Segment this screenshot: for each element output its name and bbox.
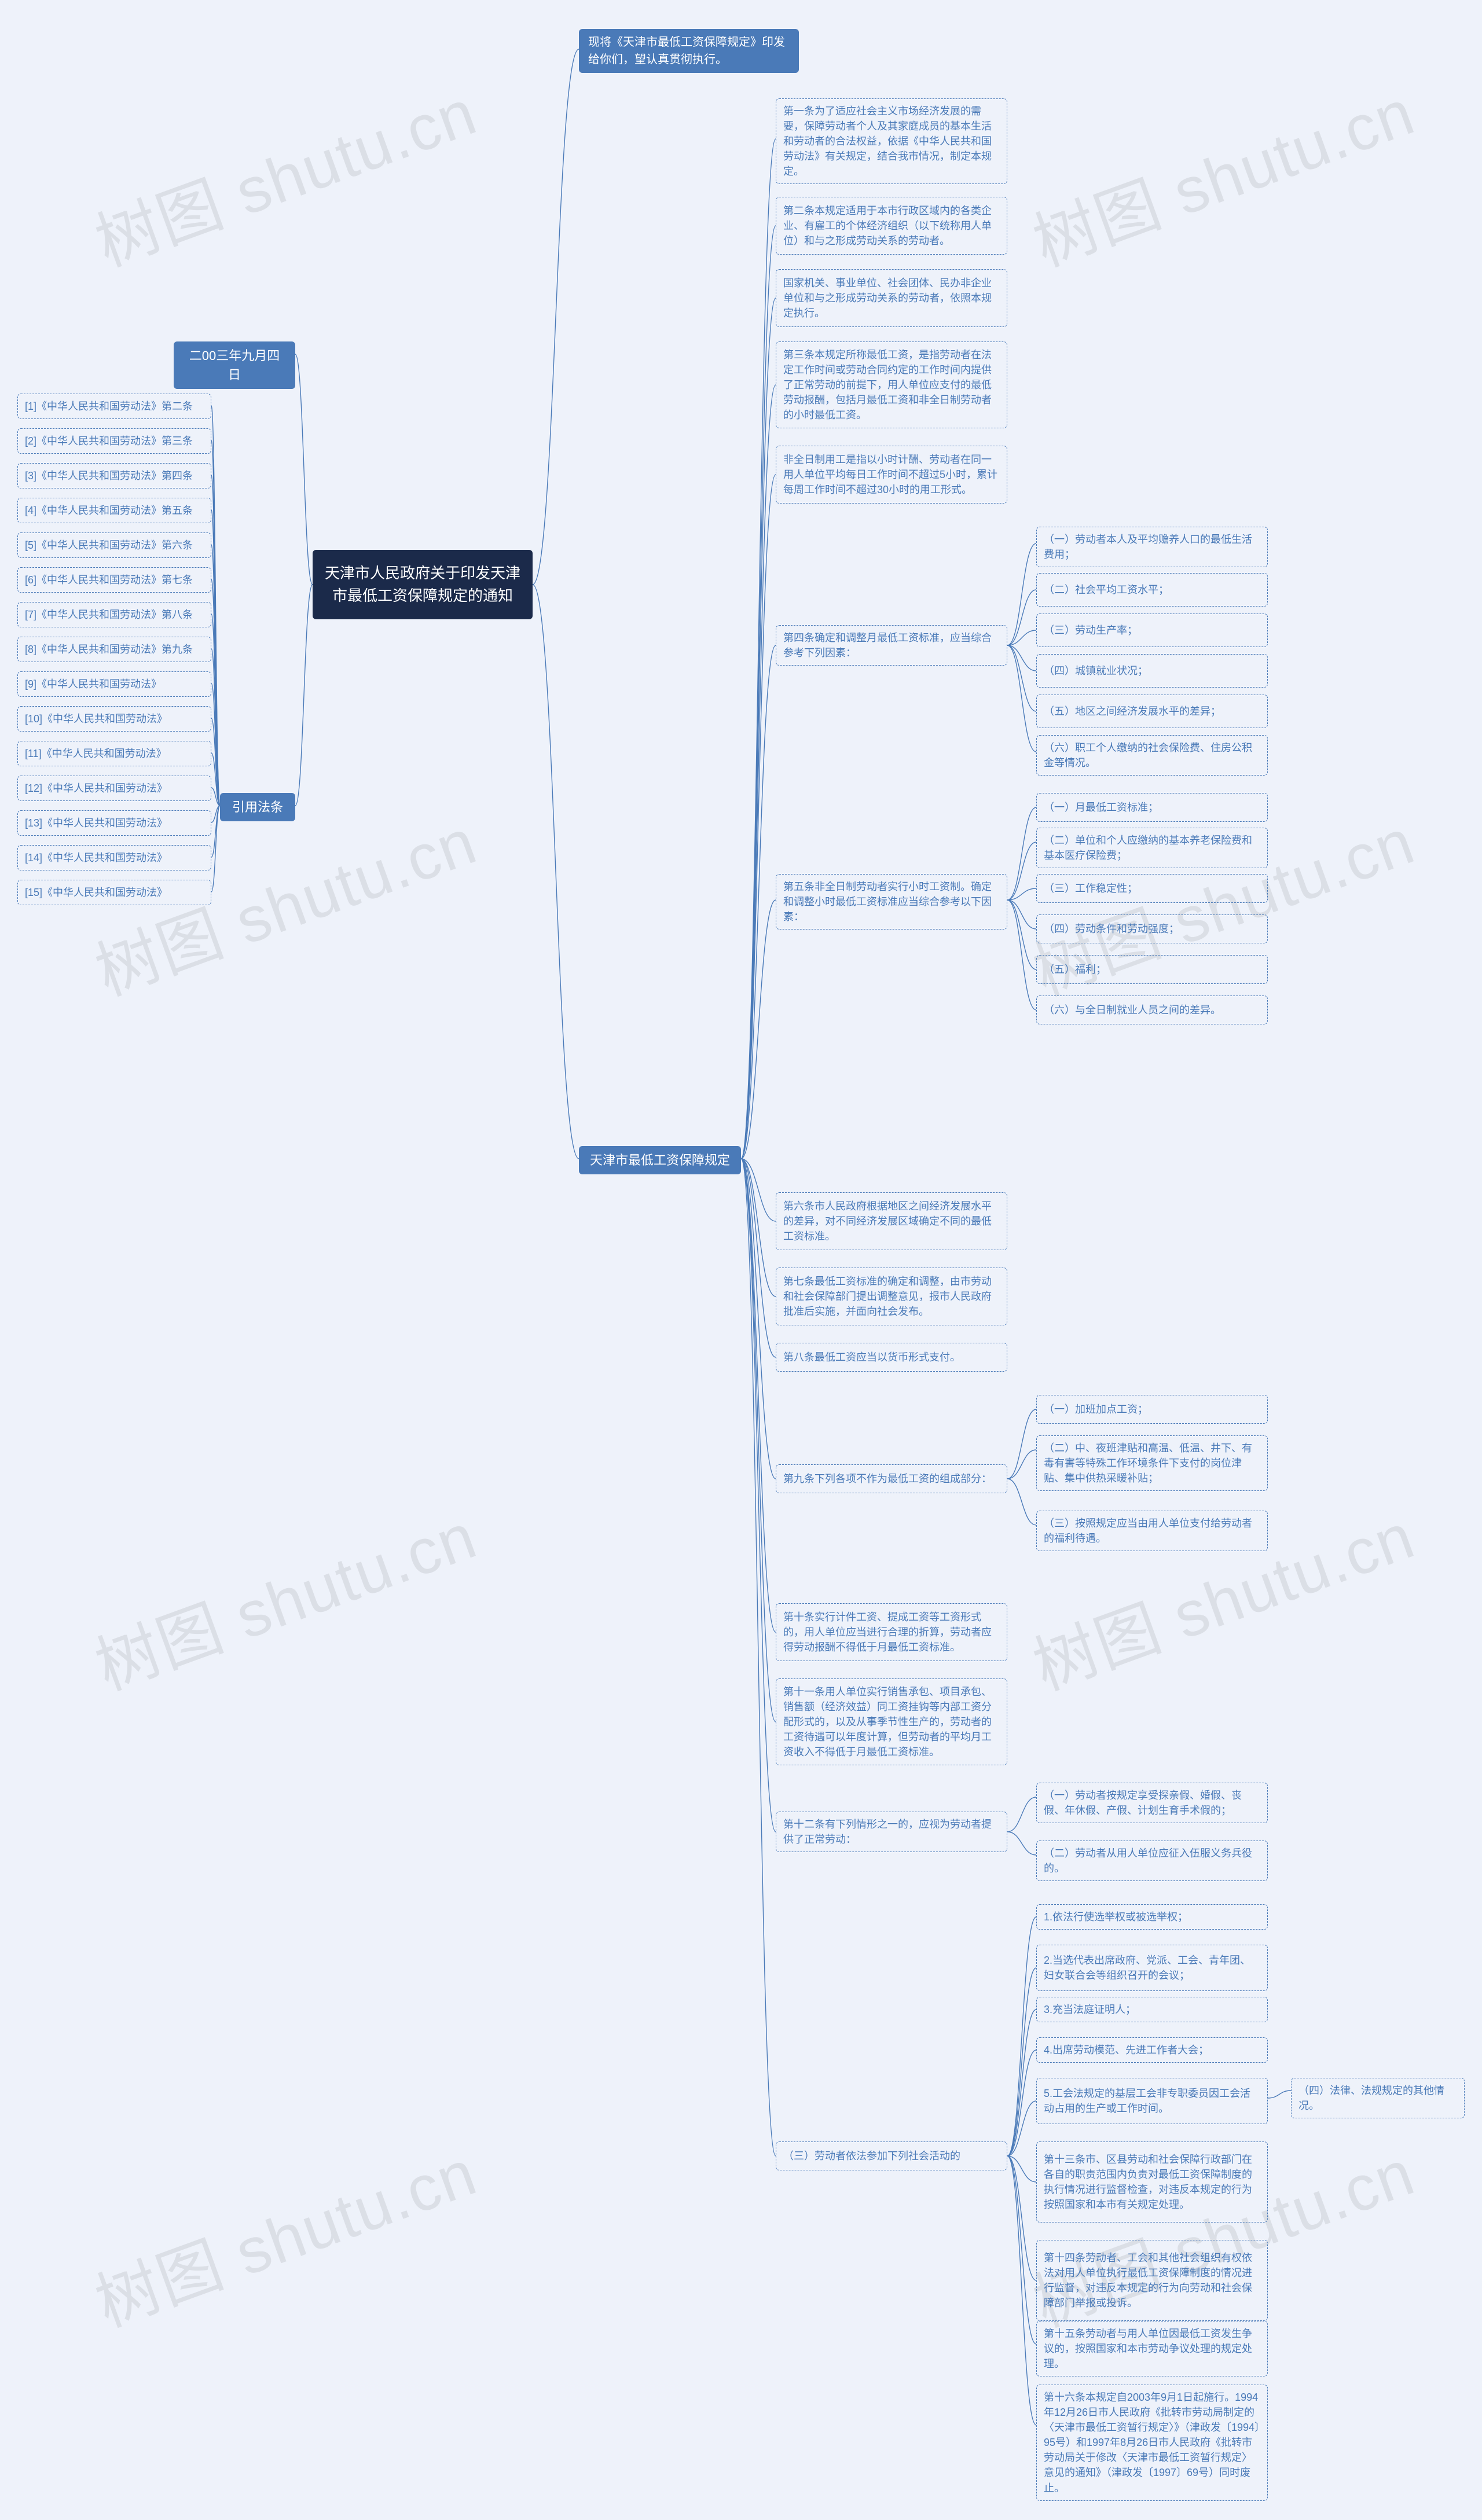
cite-leaf-6[interactable]: [7]《中华人民共和国劳动法》第八条 bbox=[17, 602, 211, 627]
a12-3-item-5[interactable]: 第十三条市、区县劳动和社会保障行政部门在各自的职责范围内负责对最低工资保障制度的… bbox=[1036, 2141, 1268, 2223]
watermark: 树图 shutu.cn bbox=[81, 61, 487, 284]
intro-node[interactable]: 现将《天津市最低工资保障规定》印发给你们，望认真贯彻执行。 bbox=[579, 29, 799, 73]
a12-3-item-8[interactable]: 第十六条本规定自2003年9月1日起施行。1994年12月26日市人民政府《批转… bbox=[1036, 2385, 1268, 2501]
a5-item-4[interactable]: （五）福利； bbox=[1036, 955, 1268, 984]
article-a5[interactable]: 第五条非全日制劳动者实行小时工资制。确定和调整小时最低工资标准应当综合参考以下因… bbox=[776, 874, 1007, 930]
a12-3-item-1[interactable]: 2.当选代表出席政府、党派、工会、青年团、妇女联合会等组织召开的会议； bbox=[1036, 1945, 1268, 1991]
a12-3-item-3[interactable]: 4.出席劳动模范、先进工作者大会； bbox=[1036, 2037, 1268, 2063]
a12-3-item-4[interactable]: 5.工会法规定的基层工会非专职委员因工会活动占用的生产或工作时间。 bbox=[1036, 2078, 1268, 2124]
cite-leaf-10[interactable]: [11]《中华人民共和国劳动法》 bbox=[17, 741, 211, 766]
article-a7[interactable]: 第七条最低工资标准的确定和调整，由市劳动和社会保障部门提出调整意见，报市人民政府… bbox=[776, 1268, 1007, 1325]
article-a12-3[interactable]: （三）劳动者依法参加下列社会活动的 bbox=[776, 2141, 1007, 2170]
a5-item-2[interactable]: （三）工作稳定性； bbox=[1036, 874, 1268, 903]
a5-item-5[interactable]: （六）与全日制就业人员之间的差异。 bbox=[1036, 995, 1268, 1024]
main-regulation-branch[interactable]: 天津市最低工资保障规定 bbox=[579, 1146, 741, 1174]
branch-date[interactable]: 二00三年九月四日 bbox=[174, 341, 295, 389]
article-a11[interactable]: 第十一条用人单位实行销售承包、项目承包、销售额（经济效益）同工资挂钩等内部工资分… bbox=[776, 1678, 1007, 1765]
a12-3-item-0[interactable]: 1.依法行使选举权或被选举权； bbox=[1036, 1904, 1268, 1930]
article-a2[interactable]: 第二条本规定适用于本市行政区域内的各类企业、有雇工的个体经济组织（以下统称用人单… bbox=[776, 197, 1007, 255]
article-a3[interactable]: 第三条本规定所称最低工资，是指劳动者在法定工作时间或劳动合同约定的工作时间内提供… bbox=[776, 341, 1007, 428]
a4-item-4[interactable]: （五）地区之间经济发展水平的差异； bbox=[1036, 695, 1268, 728]
a12-item-1[interactable]: （二）劳动者从用人单位应征入伍服义务兵役的。 bbox=[1036, 1841, 1268, 1881]
article-a3b[interactable]: 非全日制用工是指以小时计酬、劳动者在同一用人单位平均每日工作时间不超过5小时，累… bbox=[776, 446, 1007, 504]
mindmap-canvas: 树图 shutu.cn 树图 shutu.cn 树图 shutu.cn 树图 shut… bbox=[0, 0, 1482, 2520]
a4-item-1[interactable]: （二）社会平均工资水平； bbox=[1036, 573, 1268, 607]
cite-leaf-1[interactable]: [2]《中华人民共和国劳动法》第三条 bbox=[17, 428, 211, 454]
a4-item-0[interactable]: （一）劳动者本人及平均赡养人口的最低生活费用； bbox=[1036, 527, 1268, 567]
article-a6[interactable]: 第六条市人民政府根据地区之间经济发展水平的差异，对不同经济发展区域确定不同的最低… bbox=[776, 1192, 1007, 1250]
article-a10[interactable]: 第十条实行计件工资、提成工资等工资形式的，用人单位应当进行合理的折算，劳动者应得… bbox=[776, 1603, 1007, 1661]
cite-leaf-3[interactable]: [4]《中华人民共和国劳动法》第五条 bbox=[17, 498, 211, 523]
a5-item-1[interactable]: （二）单位和个人应缴纳的基本养老保险费和基本医疗保险费； bbox=[1036, 828, 1268, 868]
a12-item-0[interactable]: （一）劳动者按规定享受探亲假、婚假、丧假、年休假、产假、计划生育手术假的； bbox=[1036, 1783, 1268, 1823]
root-node[interactable]: 天津市人民政府关于印发天津市最低工资保障规定的通知 bbox=[313, 550, 533, 619]
article-a8[interactable]: 第八条最低工资应当以货币形式支付。 bbox=[776, 1343, 1007, 1372]
a5-item-0[interactable]: （一）月最低工资标准； bbox=[1036, 793, 1268, 822]
branch-cite[interactable]: 引用法条 bbox=[220, 793, 295, 821]
article-a12[interactable]: 第十二条有下列情形之一的，应视为劳动者提供了正常劳动： bbox=[776, 1812, 1007, 1852]
a9-item-0[interactable]: （一）加班加点工资； bbox=[1036, 1395, 1268, 1424]
cite-leaf-0[interactable]: [1]《中华人民共和国劳动法》第二条 bbox=[17, 394, 211, 419]
a9-item-2[interactable]: （三）按照规定应当由用人单位支付给劳动者的福利待遇。 bbox=[1036, 1511, 1268, 1551]
cite-leaf-2[interactable]: [3]《中华人民共和国劳动法》第四条 bbox=[17, 463, 211, 488]
cite-leaf-13[interactable]: [14]《中华人民共和国劳动法》 bbox=[17, 845, 211, 870]
a4-item-3[interactable]: （四）城镇就业状况； bbox=[1036, 654, 1268, 688]
cite-leaf-4[interactable]: [5]《中华人民共和国劳动法》第六条 bbox=[17, 532, 211, 558]
a12-3-5-child[interactable]: （四）法律、法规规定的其他情况。 bbox=[1291, 2078, 1465, 2118]
cite-leaf-12[interactable]: [13]《中华人民共和国劳动法》 bbox=[17, 810, 211, 836]
a9-item-1[interactable]: （二）中、夜班津贴和高温、低温、井下、有毒有害等特殊工作环境条件下支付的岗位津贴… bbox=[1036, 1435, 1268, 1491]
article-a1[interactable]: 第一条为了适应社会主义市场经济发展的需要，保障劳动者个人及其家庭成员的基本生活和… bbox=[776, 98, 1007, 184]
cite-leaf-8[interactable]: [9]《中华人民共和国劳动法》 bbox=[17, 671, 211, 697]
article-a2b[interactable]: 国家机关、事业单位、社会团体、民办非企业单位和与之形成劳动关系的劳动者，依照本规… bbox=[776, 269, 1007, 327]
a4-item-5[interactable]: （六）职工个人缴纳的社会保险费、住房公积金等情况。 bbox=[1036, 735, 1268, 776]
a4-item-2[interactable]: （三）劳动生产率； bbox=[1036, 614, 1268, 647]
a5-item-3[interactable]: （四）劳动条件和劳动强度； bbox=[1036, 914, 1268, 943]
cite-leaf-7[interactable]: [8]《中华人民共和国劳动法》第九条 bbox=[17, 637, 211, 662]
watermark: 树图 shutu.cn bbox=[81, 1485, 487, 1708]
cite-leaf-11[interactable]: [12]《中华人民共和国劳动法》 bbox=[17, 776, 211, 801]
article-a4[interactable]: 第四条确定和调整月最低工资标准，应当综合参考下列因素： bbox=[776, 625, 1007, 666]
a12-3-item-2[interactable]: 3.充当法庭证明人； bbox=[1036, 1997, 1268, 2022]
article-a9[interactable]: 第九条下列各项不作为最低工资的组成部分： bbox=[776, 1464, 1007, 1493]
cite-leaf-5[interactable]: [6]《中华人民共和国劳动法》第七条 bbox=[17, 567, 211, 593]
cite-leaf-14[interactable]: [15]《中华人民共和国劳动法》 bbox=[17, 880, 211, 905]
cite-leaf-9[interactable]: [10]《中华人民共和国劳动法》 bbox=[17, 706, 211, 732]
watermark: 树图 shutu.cn bbox=[81, 2121, 487, 2345]
watermark: 树图 shutu.cn bbox=[1019, 61, 1425, 284]
a12-3-item-7[interactable]: 第十五条劳动者与用人单位因最低工资发生争议的，按照国家和本市劳动争议处理的规定处… bbox=[1036, 2321, 1268, 2376]
a12-3-item-6[interactable]: 第十四条劳动者、工会和其他社会组织有权依法对用人单位执行最低工资保障制度的情况进… bbox=[1036, 2240, 1268, 2321]
